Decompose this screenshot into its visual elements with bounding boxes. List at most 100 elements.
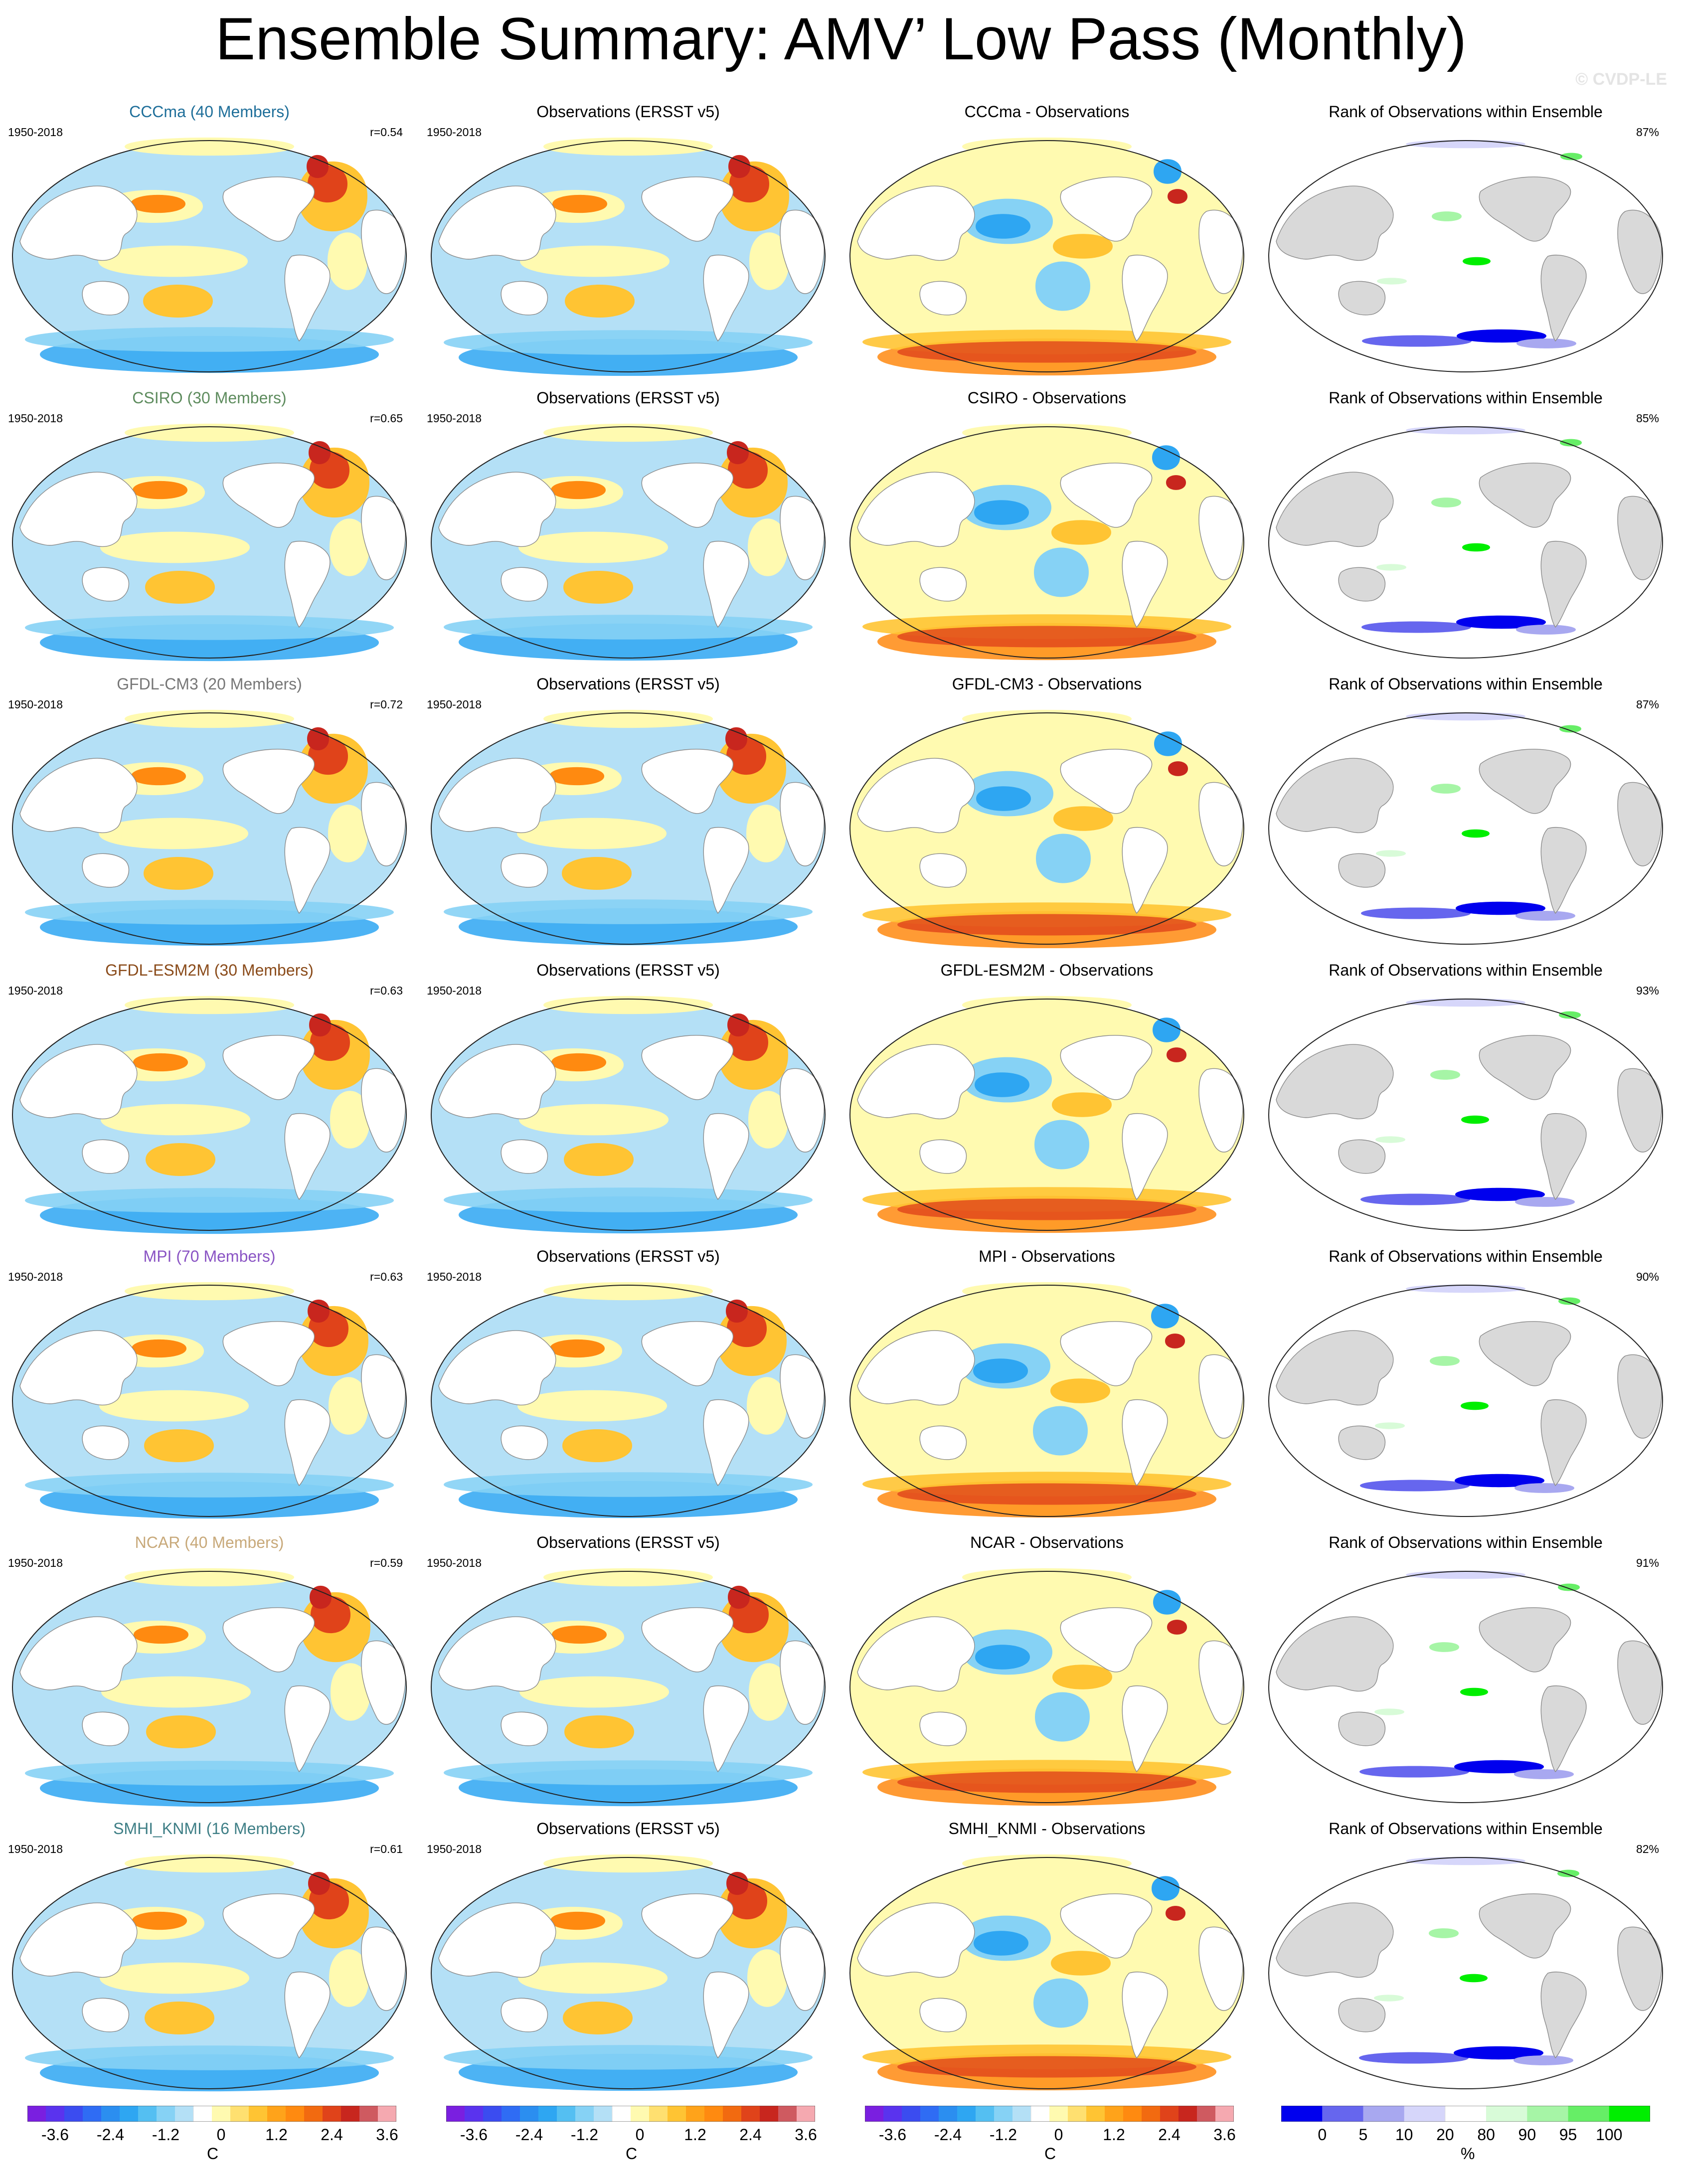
panel-gfdl-cm3-obs: Observations (ERSST v5) 1950-2018 xyxy=(424,672,833,951)
panel-years: 1950-2018 xyxy=(427,1843,482,1855)
panel-title: Observations (ERSST v5) xyxy=(536,1247,720,1265)
colorbar-tick-label: -3.6 xyxy=(460,2126,488,2144)
panel-title: GFDL-ESM2M - Observations xyxy=(940,961,1154,979)
panel-title: Observations (ERSST v5) xyxy=(536,961,720,979)
rank-map xyxy=(1268,1284,1663,1517)
panel-title: GFDL-ESM2M (30 Members) xyxy=(105,961,314,979)
panel-correlation: r=0.65 xyxy=(370,412,403,425)
model-map xyxy=(12,137,407,373)
panel-title: Rank of Observations within Ensemble xyxy=(1329,675,1603,693)
panel-title: MPI (70 Members) xyxy=(143,1247,276,1265)
panel-gfdl-esm2m-diff: GFDL-ESM2M - Observations xyxy=(842,958,1251,1237)
panel-mpi-diff: MPI - Observations xyxy=(842,1244,1251,1523)
colorbar-tick-label: 0 xyxy=(1318,2126,1327,2144)
rank-map xyxy=(1268,712,1663,945)
panel-title: NCAR - Observations xyxy=(970,1533,1124,1551)
obs-map xyxy=(431,1568,826,1807)
diff-map xyxy=(849,1854,1244,2091)
panel-ncar-rank: Rank of Observations within Ensemble 91% xyxy=(1261,1530,1670,1810)
watermark: © CVDP-LE xyxy=(1575,70,1667,89)
colorbar-2 xyxy=(446,2106,815,2122)
panel-rank-percent: 87% xyxy=(1636,126,1659,139)
panel-smhi_knmi-rank: Rank of Observations within Ensemble 82% xyxy=(1261,1817,1670,2096)
panel-csiro-rank: Rank of Observations within Ensemble 85% xyxy=(1261,386,1670,665)
panel-cccma-diff: CCCma - Observations xyxy=(842,100,1251,379)
model-map xyxy=(12,1568,407,1807)
model-map xyxy=(12,1282,407,1519)
colorbar-tick-label: 1.2 xyxy=(265,2126,288,2144)
colorbar-tick-label: 0 xyxy=(1054,2126,1063,2144)
model-map xyxy=(12,1854,407,2092)
colorbar-unit: % xyxy=(1461,2145,1475,2163)
panel-grid: CCCma (40 Members) 1950-2018 r=0.54 Observa… xyxy=(0,100,1682,2092)
colorbar-unit: C xyxy=(626,2145,638,2163)
rank-map xyxy=(1268,426,1663,659)
panel-cccma-model: CCCma (40 Members) 1950-2018 r=0.54 xyxy=(5,100,414,379)
colorbar-tick-label: 0 xyxy=(635,2126,645,2144)
panel-cccma-rank: Rank of Observations within Ensemble 87% xyxy=(1261,100,1670,379)
rank-map xyxy=(1268,998,1663,1231)
model-map xyxy=(12,423,407,662)
obs-map xyxy=(431,137,826,376)
colorbar-1 xyxy=(27,2106,396,2122)
colorbar-3 xyxy=(865,2106,1234,2122)
panel-correlation: r=0.63 xyxy=(370,1270,403,1283)
panel-ncar-model: NCAR (40 Members) 1950-2018 r=0.59 xyxy=(5,1530,414,1810)
panel-mpi-obs: Observations (ERSST v5) 1950-2018 xyxy=(424,1244,833,1523)
panel-mpi-model: MPI (70 Members) 1950-2018 r=0.63 xyxy=(5,1244,414,1523)
panel-title: Observations (ERSST v5) xyxy=(536,675,720,693)
colorbar-tick-label: -3.6 xyxy=(41,2126,69,2144)
colorbar-tick-label: -1.2 xyxy=(152,2126,180,2144)
panel-years: 1950-2018 xyxy=(427,1270,482,1283)
model-map xyxy=(12,709,407,946)
colorbar-tick-label: 1.2 xyxy=(684,2126,706,2144)
rank-map xyxy=(1268,1856,1663,2089)
figure-title: Ensemble Summary: AMV’ Low Pass (Monthly… xyxy=(215,5,1467,72)
panel-correlation: r=0.72 xyxy=(370,698,403,711)
panel-ncar-diff: NCAR - Observations xyxy=(842,1530,1251,1810)
panel-years: 1950-2018 xyxy=(427,412,482,425)
panel-title: Observations (ERSST v5) xyxy=(536,103,720,121)
panel-title: SMHI_KNMI (16 Members) xyxy=(113,1820,306,1838)
panel-title: Rank of Observations within Ensemble xyxy=(1329,1247,1603,1265)
rank-map xyxy=(1268,140,1663,372)
panel-smhi_knmi-obs: Observations (ERSST v5) 1950-2018 xyxy=(424,1817,833,2096)
panel-title: SMHI_KNMI - Observations xyxy=(948,1820,1146,1838)
colorbar-tick-label: -2.4 xyxy=(515,2126,543,2144)
panel-ncar-obs: Observations (ERSST v5) 1950-2018 xyxy=(424,1530,833,1810)
obs-map xyxy=(431,996,826,1234)
colorbar-tick-label: 95 xyxy=(1559,2126,1577,2144)
colorbar-tick-label: 10 xyxy=(1395,2126,1413,2144)
panel-title: Rank of Observations within Ensemble xyxy=(1329,1820,1603,1838)
diff-map xyxy=(849,1568,1244,1806)
panel-years: 1950-2018 xyxy=(8,698,63,711)
colorbar-tick-label: 3.6 xyxy=(1213,2126,1236,2144)
panel-gfdl-esm2m-obs: Observations (ERSST v5) 1950-2018 xyxy=(424,958,833,1237)
panel-gfdl-cm3-model: GFDL-CM3 (20 Members) 1950-2018 r=0.72 xyxy=(5,672,414,951)
panel-title: Observations (ERSST v5) xyxy=(536,1820,720,1838)
panel-years: 1950-2018 xyxy=(8,1843,63,1855)
panel-correlation: r=0.63 xyxy=(370,984,403,997)
obs-map xyxy=(431,709,826,946)
model-map xyxy=(12,996,407,1234)
panel-csiro-obs: Observations (ERSST v5) 1950-2018 xyxy=(424,386,833,665)
colorbar-tick-label: -2.4 xyxy=(934,2126,962,2144)
colorbar-tick-label: -2.4 xyxy=(96,2126,125,2144)
panel-years: 1950-2018 xyxy=(427,1556,482,1569)
diff-map xyxy=(849,137,1244,376)
colorbar-tick-label: 90 xyxy=(1518,2126,1536,2144)
colorbar-unit: C xyxy=(1044,2145,1056,2163)
panel-title: Rank of Observations within Ensemble xyxy=(1329,103,1603,121)
colorbar-tick-label: 2.4 xyxy=(321,2126,343,2144)
panel-rank-percent: 90% xyxy=(1636,1270,1659,1283)
panel-years: 1950-2018 xyxy=(8,1270,63,1283)
panel-rank-percent: 87% xyxy=(1636,698,1659,711)
panel-title: Observations (ERSST v5) xyxy=(536,1533,720,1551)
colorbar-tick-label: -3.6 xyxy=(878,2126,907,2144)
colorbar-tick-label: 5 xyxy=(1358,2126,1368,2144)
panel-mpi-rank: Rank of Observations within Ensemble 90% xyxy=(1261,1244,1670,1523)
panel-years: 1950-2018 xyxy=(427,984,482,997)
colorbar-tick-label: 20 xyxy=(1436,2126,1454,2144)
panel-rank-percent: 82% xyxy=(1636,1843,1659,1855)
panel-years: 1950-2018 xyxy=(8,126,63,139)
